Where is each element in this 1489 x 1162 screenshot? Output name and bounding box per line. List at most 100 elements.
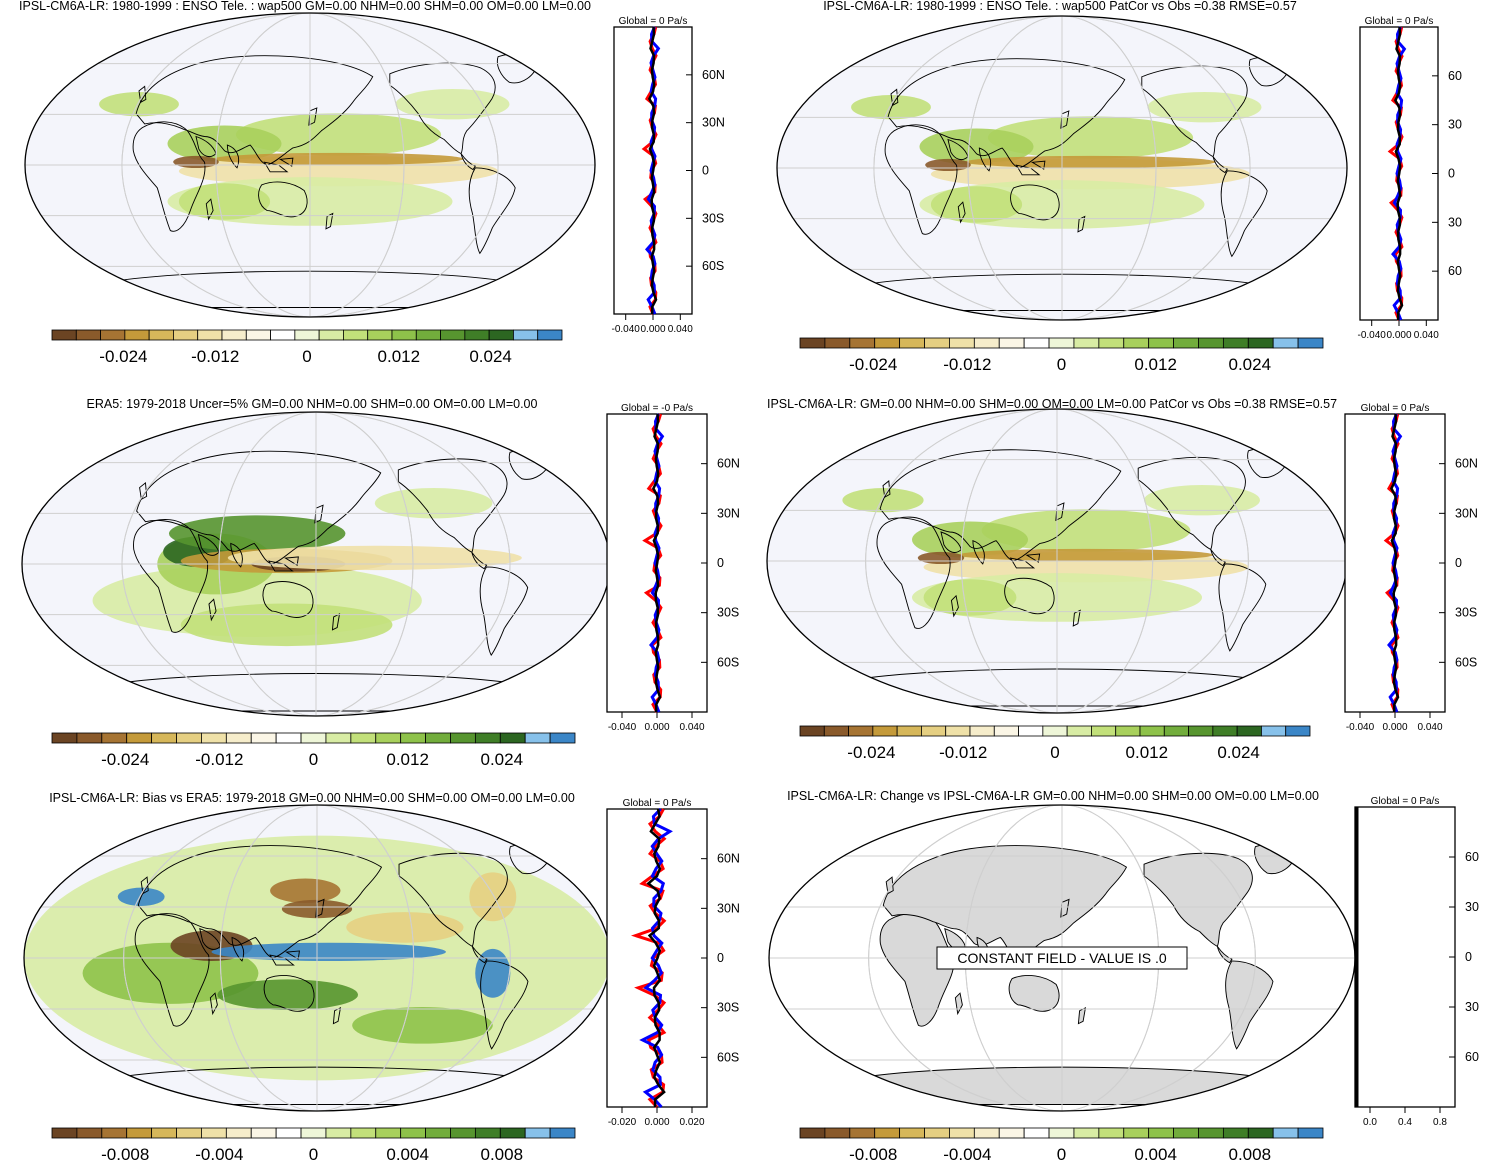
colorbar-swatch — [51, 732, 78, 744]
colorbar-label: 0.012 — [1126, 743, 1169, 762]
anomaly-region — [374, 488, 493, 519]
colorbar-label: 0.024 — [1229, 355, 1272, 374]
lat-label: 60 — [1448, 264, 1462, 278]
zonal-mean-line — [1389, 413, 1400, 712]
colorbar-swatch — [1066, 725, 1092, 737]
anomaly-region — [178, 183, 271, 220]
colorbar-swatch — [400, 732, 426, 744]
colorbar-swatch — [1261, 725, 1287, 737]
constant-field-note: CONSTANT FIELD - VALUE IS .0 — [957, 950, 1166, 966]
lat-label: 60S — [717, 655, 739, 669]
colorbar-swatch — [100, 329, 126, 341]
colorbar-swatch — [201, 732, 227, 744]
colorbar-label: 0 — [1057, 1145, 1066, 1162]
colorbar-label: 0.012 — [1134, 355, 1177, 374]
colorbar-swatch — [1222, 1127, 1249, 1139]
colorbar-swatch — [499, 732, 526, 744]
panel-title: ERA5: 1979-2018 Uncer=5% GM=0.00 NHM=0.0… — [87, 397, 538, 411]
lat-label: 30N — [717, 901, 740, 915]
colorbar: -0.008 -0.004 0 0.004 0.008 — [799, 1127, 1324, 1162]
colorbar-swatch — [375, 732, 402, 744]
colorbar-swatch — [1073, 337, 1100, 349]
colorbar: -0.024 -0.012 0 0.012 0.024 — [51, 329, 563, 366]
lat-label: 30 — [1465, 900, 1479, 914]
anomaly-region — [965, 155, 1216, 168]
anomaly-region — [475, 948, 511, 998]
lat-label: 0 — [717, 951, 724, 965]
colorbar-swatch — [300, 732, 327, 744]
colorbar-swatch — [499, 1127, 526, 1139]
lat-label: 60N — [717, 457, 740, 471]
colorbar-swatch — [425, 732, 451, 744]
colorbar-swatch — [225, 1127, 252, 1139]
colorbar-swatch — [1091, 725, 1117, 737]
lat-label: 30N — [717, 506, 740, 520]
panel-model-climatology: IPSL-CM6A-LR: 1980-1999 : ENSO Tele. : w… — [19, 0, 725, 366]
zonal-mean-panel: Global = 0 Pa/s 60 30 0 30 60 0.0 0.4 0.8 — [1354, 796, 1479, 1128]
zonal-tick-label: 0.040 — [679, 722, 704, 733]
colorbar-label: 0.012 — [386, 750, 429, 769]
colorbar-swatch — [524, 1127, 551, 1139]
colorbar-label: 0.008 — [1229, 1145, 1272, 1162]
colorbar-swatch — [949, 1127, 975, 1139]
zonal-tick-label: 0.040 — [1414, 330, 1439, 341]
colorbar-swatch — [176, 1127, 202, 1139]
zonal-title: Global = 0 Pa/s — [1365, 16, 1434, 27]
colorbar-swatch — [1173, 1127, 1199, 1139]
panel-title: IPSL-CM6A-LR: 1980-1999 : ENSO Tele. : w… — [823, 0, 1297, 13]
lat-label: 60S — [1455, 655, 1477, 669]
zonal-tick-label: 0.020 — [679, 1117, 704, 1128]
colorbar-swatch — [998, 337, 1025, 349]
colorbar-swatch — [537, 329, 563, 341]
panel-title: IPSL-CM6A-LR: Bias vs ERA5: 1979-2018 GM… — [49, 791, 575, 805]
meridian-gridline — [873, 16, 1251, 320]
lat-label: 60N — [1455, 457, 1478, 471]
colorbar-swatch — [1285, 725, 1311, 737]
colorbar-swatch — [126, 1127, 153, 1139]
lat-label: 30S — [1455, 606, 1477, 620]
zonal-mean-line — [1393, 26, 1404, 320]
colorbar-swatch — [275, 732, 302, 744]
colorbar-swatch — [993, 725, 1019, 737]
colorbar-label: -0.004 — [195, 1145, 243, 1162]
colorbar-swatch — [945, 725, 971, 737]
colorbar-swatch — [973, 337, 1000, 349]
colorbar-swatch — [325, 1127, 352, 1139]
zonal-title: Global = -0 Pa/s — [621, 403, 693, 414]
colorbar-label: -0.004 — [943, 1145, 991, 1162]
colorbar-swatch — [151, 732, 177, 744]
colorbar-swatch — [524, 732, 551, 744]
map — [21, 411, 611, 717]
lat-label: 60S — [702, 259, 724, 273]
colorbar-swatch — [450, 732, 476, 744]
colorbar-swatch — [51, 1127, 78, 1139]
colorbar-swatch — [1212, 725, 1238, 737]
colorbar-swatch — [799, 1127, 826, 1139]
panel-bias-vs-era5: IPSL-CM6A-LR: Bias vs ERA5: 1979-2018 GM… — [23, 791, 740, 1162]
colorbar-swatch — [391, 329, 417, 341]
map — [24, 12, 596, 318]
anomaly-region — [1144, 485, 1260, 516]
colorbar-swatch — [874, 337, 901, 349]
zonal-mean-line — [651, 413, 662, 712]
colorbar-swatch — [350, 732, 377, 744]
anomaly-region — [987, 116, 1194, 159]
meridian-gridline — [868, 805, 1256, 1111]
anomaly-region — [958, 548, 1214, 561]
colorbar-swatch — [1163, 725, 1189, 737]
lat-label: 0 — [717, 556, 724, 570]
lat-label: 0 — [1465, 950, 1472, 964]
colorbar-swatch — [250, 732, 277, 744]
zonal-mean-panel: Global = 0 Pa/s 60N 30N 0 30S 60S -0.040 0.000 0… — [612, 16, 725, 335]
colorbar-label: -0.012 — [939, 743, 987, 762]
colorbar-swatch — [225, 732, 252, 744]
meridian-gridline — [960, 409, 1154, 713]
colorbar-swatch — [896, 725, 922, 737]
colorbar-swatch — [294, 329, 320, 341]
colorbar-swatch — [1023, 1127, 1050, 1139]
colorbar-label: -0.008 — [849, 1145, 897, 1162]
colorbar-swatch — [450, 1127, 476, 1139]
anomaly-region — [930, 186, 1023, 223]
colorbar-swatch — [823, 725, 849, 737]
colorbar-swatch — [1098, 1127, 1125, 1139]
